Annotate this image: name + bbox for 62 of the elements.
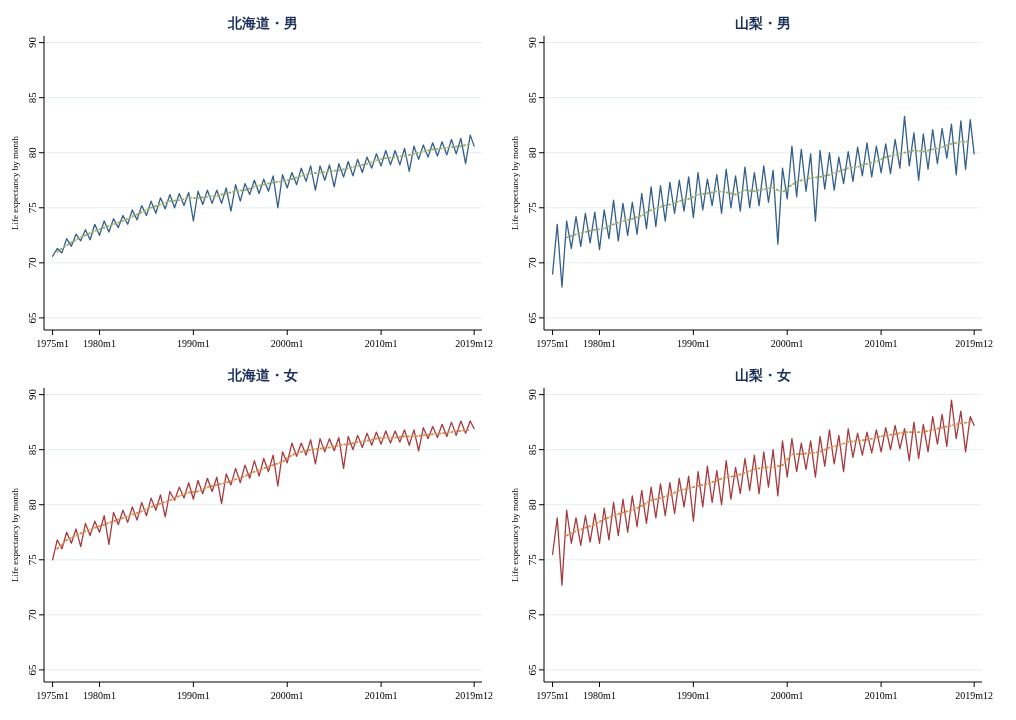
- x-tick-label: 2000m1: [770, 338, 804, 349]
- x-tick-label: 1990m1: [176, 690, 210, 701]
- y-tick-label: 70: [526, 608, 538, 621]
- x-tick-label: 1980m1: [83, 690, 116, 701]
- y-tick-label: 80: [26, 498, 38, 511]
- x-tick-label: 2000m1: [270, 690, 304, 701]
- y-tick-label: 80: [26, 146, 38, 159]
- y-axis-title: Life expectancy by month: [10, 487, 20, 583]
- x-tick-label: 2019m12: [455, 338, 494, 349]
- line-series: [565, 421, 972, 537]
- chart-title: 北海道・女: [227, 367, 298, 383]
- x-tick-label: 1975m1: [536, 690, 569, 701]
- x-tick-label: 2010m1: [364, 690, 398, 701]
- x-tick-label: 1975m1: [536, 338, 569, 349]
- y-tick-label: 80: [526, 498, 538, 511]
- y-tick-label: 70: [26, 256, 38, 269]
- y-tick-label: 90: [526, 36, 538, 49]
- x-tick-label: 1975m1: [36, 690, 69, 701]
- x-tick-label: 2019m12: [455, 690, 494, 701]
- y-tick-label: 75: [26, 553, 38, 566]
- x-tick-label: 1990m1: [676, 338, 710, 349]
- line-series: [565, 140, 972, 239]
- y-tick-label: 85: [526, 443, 538, 456]
- line-series: [51, 420, 475, 561]
- x-tick-label: 2000m1: [770, 690, 804, 701]
- x-tick-label: 2010m1: [364, 338, 398, 349]
- x-tick-label: 1980m1: [583, 690, 616, 701]
- line-series: [551, 399, 975, 586]
- y-tick-label: 65: [26, 663, 38, 676]
- x-tick-label: 1975m1: [36, 338, 69, 349]
- y-axis-title: Life expectancy by month: [10, 135, 20, 231]
- y-tick-label: 90: [526, 388, 538, 401]
- y-axis-title: Life expectancy by month: [510, 487, 520, 583]
- chart-title: 山梨・男: [735, 15, 791, 31]
- y-tick-label: 65: [526, 311, 538, 324]
- y-tick-label: 75: [526, 553, 538, 566]
- y-tick-label: 70: [26, 608, 38, 621]
- y-tick-label: 75: [26, 201, 38, 214]
- y-tick-label: 75: [526, 201, 538, 214]
- y-tick-label: 80: [526, 146, 538, 159]
- y-tick-label: 70: [526, 256, 538, 269]
- x-tick-label: 2000m1: [270, 338, 304, 349]
- x-tick-label: 1980m1: [83, 338, 116, 349]
- y-tick-label: 65: [26, 311, 38, 324]
- x-tick-label: 2019m12: [955, 338, 994, 349]
- x-tick-label: 1990m1: [176, 338, 210, 349]
- line-series: [56, 428, 472, 550]
- chart-title: 山梨・女: [735, 367, 791, 383]
- chart-title: 北海道・男: [227, 15, 298, 31]
- x-tick-label: 2010m1: [864, 338, 898, 349]
- x-tick-label: 2019m12: [955, 690, 994, 701]
- x-tick-label: 2010m1: [864, 690, 898, 701]
- line-series: [551, 115, 975, 288]
- y-tick-label: 85: [526, 91, 538, 104]
- y-tick-label: 90: [26, 388, 38, 401]
- x-tick-label: 1980m1: [583, 338, 616, 349]
- y-axis-title: Life expectancy by month: [510, 135, 520, 231]
- y-tick-label: 85: [26, 443, 38, 456]
- y-tick-label: 85: [26, 91, 38, 104]
- y-tick-label: 65: [526, 663, 538, 676]
- y-tick-label: 90: [26, 36, 38, 49]
- x-tick-label: 1990m1: [676, 690, 710, 701]
